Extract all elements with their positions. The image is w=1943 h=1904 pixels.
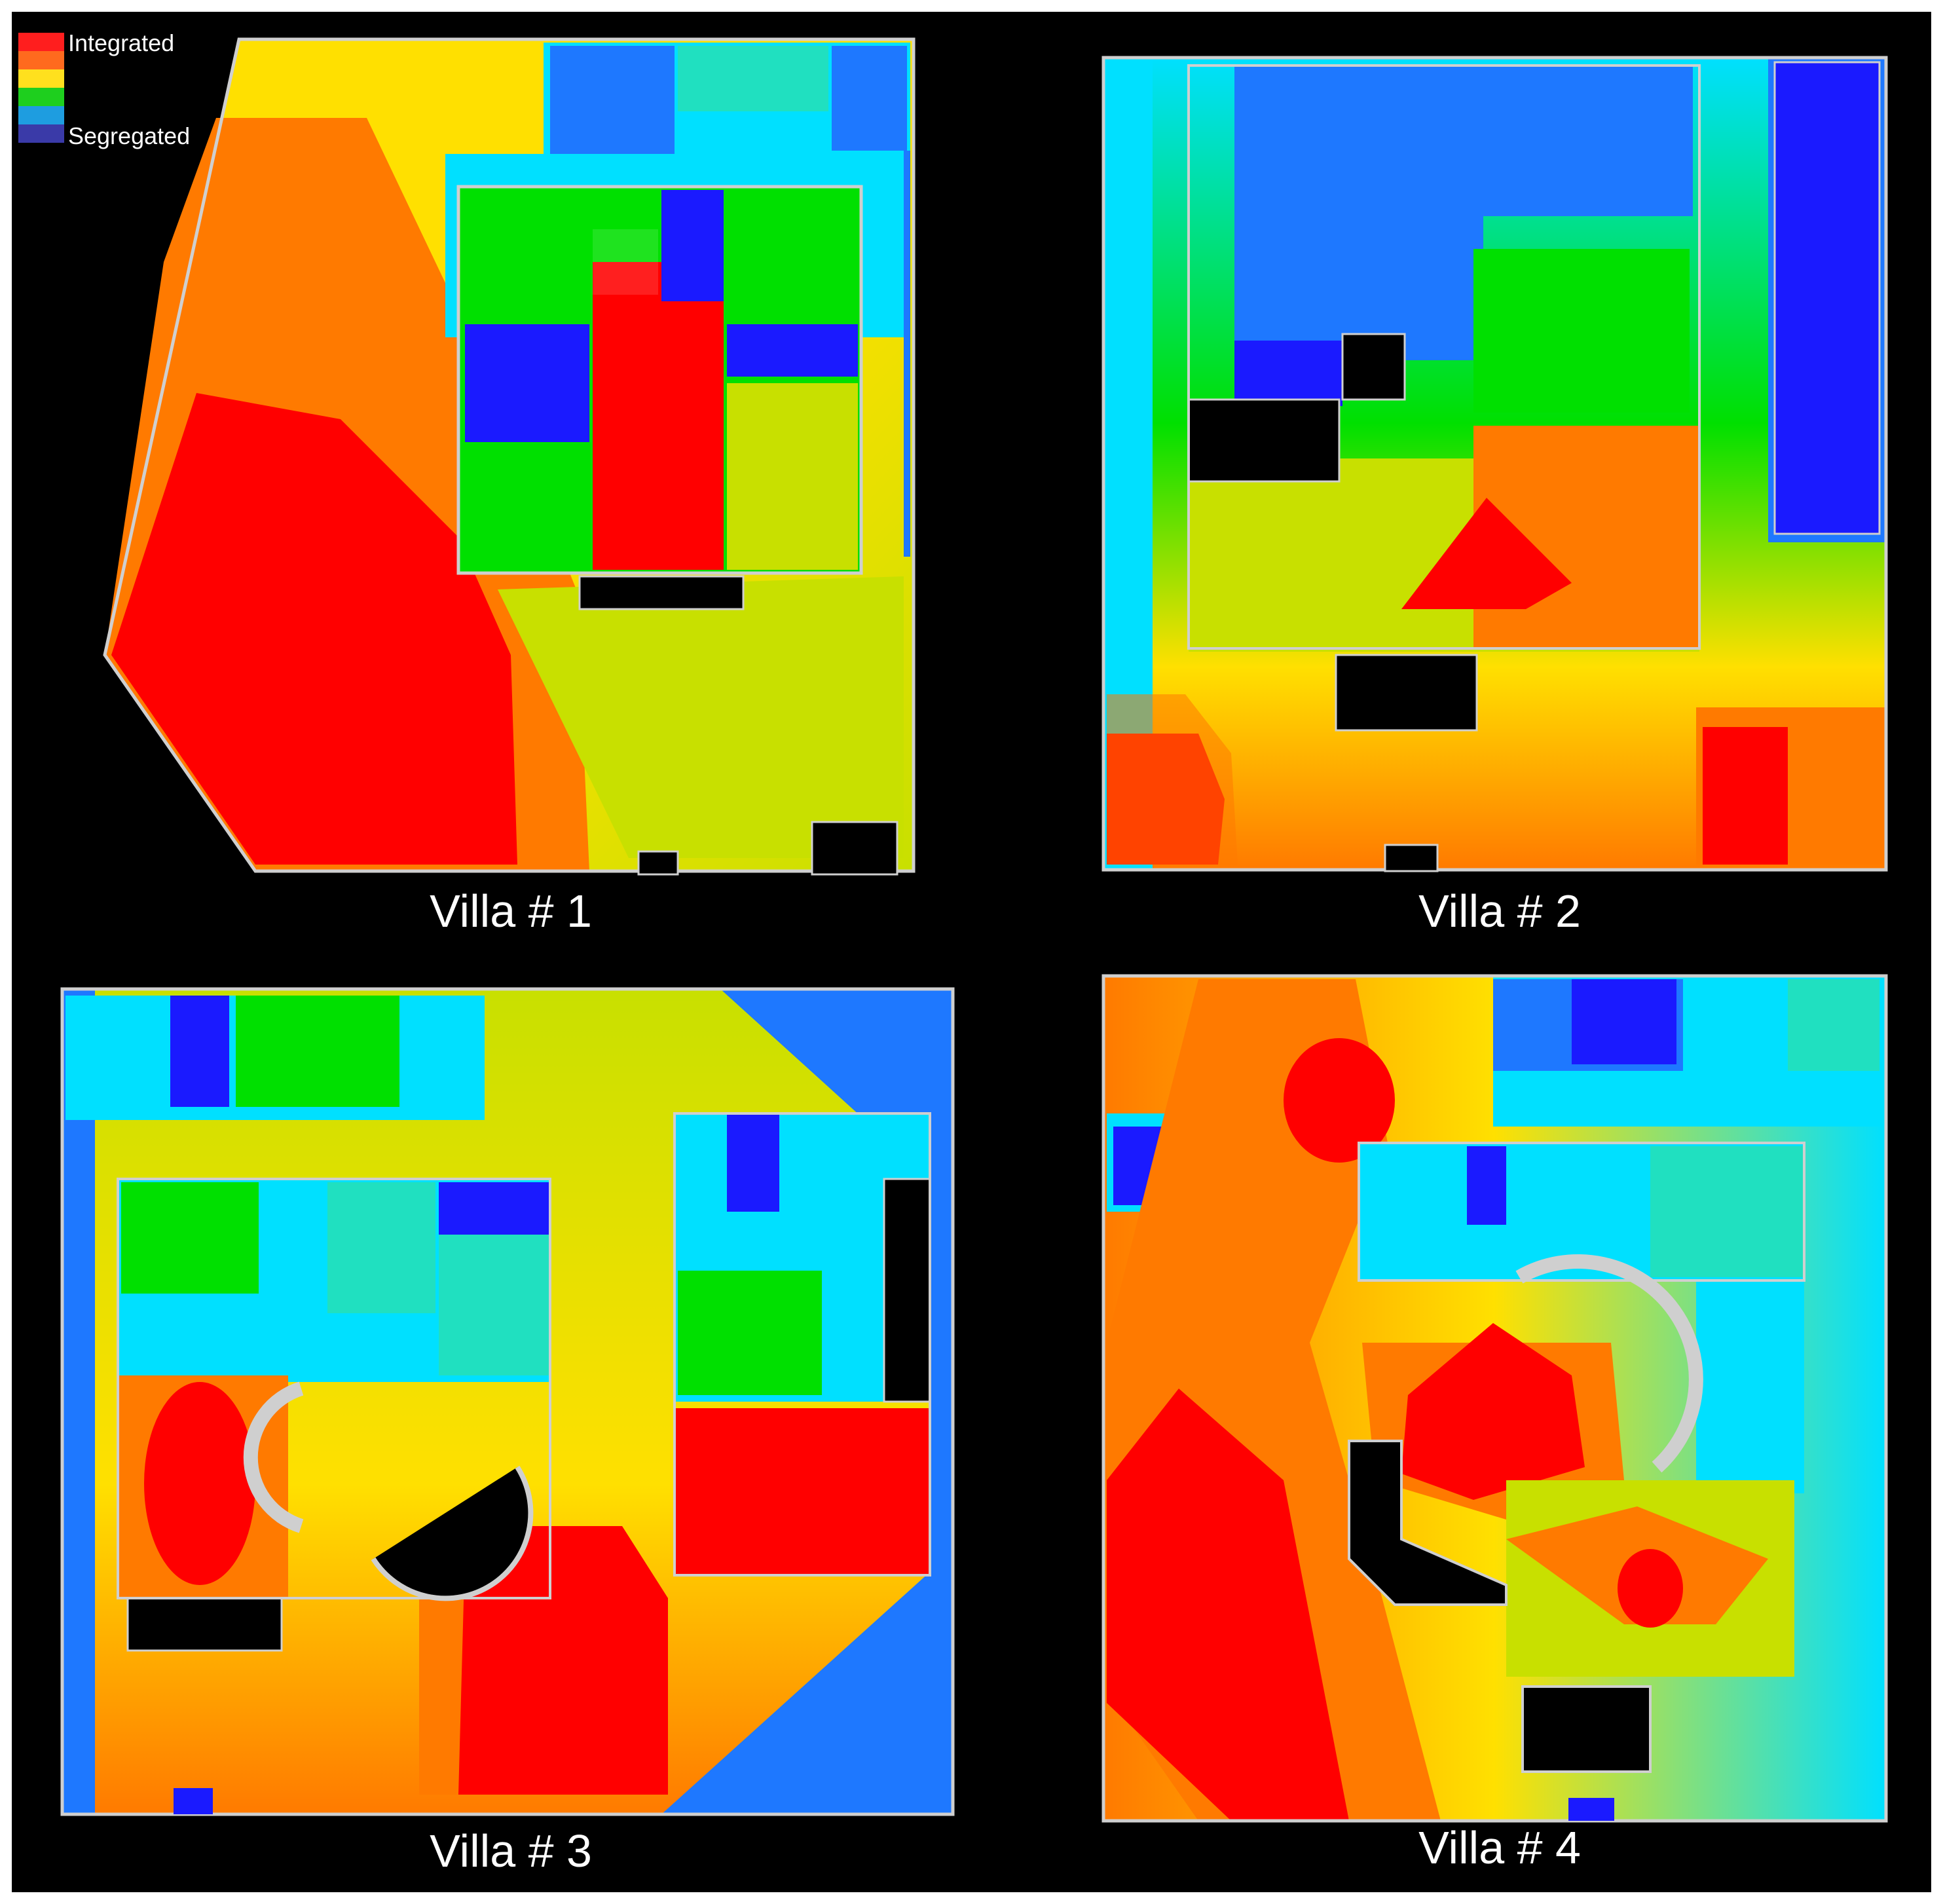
villa-4-red-north (1284, 1038, 1395, 1163)
legend-swatch-6 (18, 124, 64, 143)
villa-4-red-core (1401, 1323, 1585, 1500)
villa-2-caption: Villa # 2 (1418, 886, 1581, 937)
villa-1-caption: Villa # 1 (430, 886, 592, 937)
villa-3-caption: Villa # 3 (430, 1825, 592, 1876)
villa-1-map (103, 37, 916, 876)
villa-2-red-core (1401, 498, 1572, 609)
villa-4-red-west (1107, 1389, 1349, 1821)
legend-swatch-1 (18, 33, 64, 51)
villa-4-map (1101, 974, 1888, 1823)
legend-swatch-2 (18, 51, 64, 69)
villa-1-yellow-green (498, 576, 904, 858)
legend-swatch-3 (18, 69, 64, 88)
villa-3-map (60, 987, 955, 1816)
villa-3-south-red (458, 1526, 668, 1795)
villa-1-red-zone (111, 393, 517, 865)
legend-swatch-4 (18, 88, 64, 106)
villa-4-caption: Villa # 4 (1418, 1822, 1581, 1873)
legend: Integrated Segregated (18, 29, 190, 149)
villa-3-red-core (144, 1382, 255, 1585)
legend-segregated-label: Segregated (68, 122, 190, 149)
legend-integrated-label: Integrated (68, 29, 174, 56)
legend-swatch-5 (18, 106, 64, 124)
villa-2-map (1101, 56, 1888, 872)
villa-3-east-red (675, 1408, 930, 1575)
